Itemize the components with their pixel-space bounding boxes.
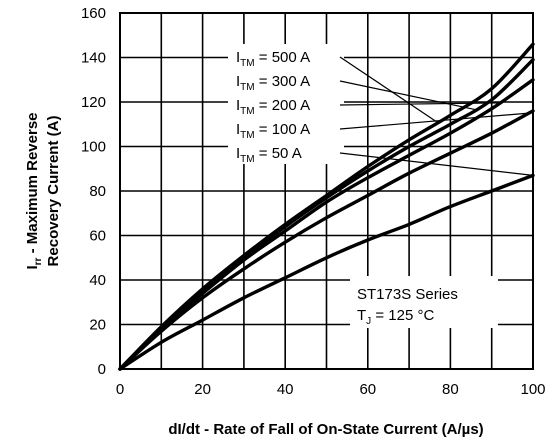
y-axis-title: - Maximum Reverse <box>24 112 41 257</box>
legend-entry-2: ITM = 200 A <box>236 97 310 117</box>
legend-value-1: = 300 A <box>255 73 310 90</box>
annotation-temp-value: = 125 °C <box>371 307 434 324</box>
x-tick-label-2: 40 <box>277 381 294 398</box>
legend-value-4: = 50 A <box>255 145 302 162</box>
legend-symbol-1: I <box>236 73 240 90</box>
y-axis-symbol: I <box>24 265 41 269</box>
legend-value-0: = 500 A <box>255 49 310 66</box>
legend-entry-1: ITM = 300 A <box>236 73 310 93</box>
y-axis-label-line2: Recovery Current (A) <box>45 116 62 267</box>
y-tick-label-7: 140 <box>81 50 106 67</box>
legend-value-2: = 200 A <box>255 97 310 114</box>
legend-subscript-1: TM <box>240 82 254 93</box>
legend-symbol-2: I <box>236 97 240 114</box>
legend-entry-0: ITM = 500 A <box>236 49 310 69</box>
annotation-temperature: TJ = 125 °C <box>357 307 434 327</box>
annotation-series: ST173S Series <box>357 286 458 303</box>
x-tick-label-3: 60 <box>359 381 376 398</box>
legend-subscript-4: TM <box>240 154 254 165</box>
legend-entry-4: ITM = 50 A <box>236 145 302 165</box>
x-tick-label-1: 20 <box>194 381 211 398</box>
series-line-3 <box>118 109 535 371</box>
annotation-temp-subscript: J <box>366 316 371 327</box>
tick-labels: 0 20 40 60 80 100 0 20 40 60 80 100 120 140 160 <box>81 5 546 398</box>
legend-subscript-2: TM <box>240 106 254 117</box>
legend-leader-1 <box>339 80 476 111</box>
x-tick-label-0: 0 <box>116 381 124 398</box>
y-tick-label-1: 20 <box>89 317 106 334</box>
y-axis-subscript: rr <box>33 257 44 265</box>
legend-leader-0 <box>339 56 439 124</box>
legend-symbol-3: I <box>236 121 240 138</box>
y-tick-label-5: 100 <box>81 139 106 156</box>
y-tick-label-8: 160 <box>81 5 106 22</box>
y-axis-label-line1: Irr - Maximum Reverse <box>24 112 44 269</box>
legend-background <box>228 44 344 164</box>
series-annotation: ST173S Series TJ = 125 °C <box>350 276 498 328</box>
legend-leader-2 <box>339 102 501 106</box>
y-tick-label-0: 0 <box>98 361 106 378</box>
series-lines <box>118 42 535 371</box>
annotation-background <box>350 276 498 328</box>
x-tick-label-5: 100 <box>520 381 545 398</box>
legend-subscript-3: TM <box>240 130 254 141</box>
y-tick-label-3: 60 <box>89 228 106 245</box>
x-tick-label-4: 80 <box>442 381 459 398</box>
y-tick-label-4: 80 <box>89 183 106 200</box>
legend-leader-3 <box>339 112 529 130</box>
x-axis-label: dI/dt - Rate of Fall of On-State Current… <box>168 421 483 438</box>
plot-frame <box>119 12 534 370</box>
legend-leader-4 <box>339 152 534 176</box>
series-line-4 <box>118 173 535 371</box>
y-tick-label-6: 120 <box>81 94 106 111</box>
legend-subscript-0: TM <box>240 58 254 69</box>
series-line-2 <box>118 78 535 371</box>
legend-value-3: = 100 A <box>255 121 310 138</box>
legend-symbol-4: I <box>236 145 240 162</box>
y-tick-label-2: 40 <box>89 272 106 289</box>
annotation-temp-symbol: T <box>357 307 366 324</box>
legend-entry-3: ITM = 100 A <box>236 121 310 141</box>
legend-symbol-0: I <box>236 49 240 66</box>
